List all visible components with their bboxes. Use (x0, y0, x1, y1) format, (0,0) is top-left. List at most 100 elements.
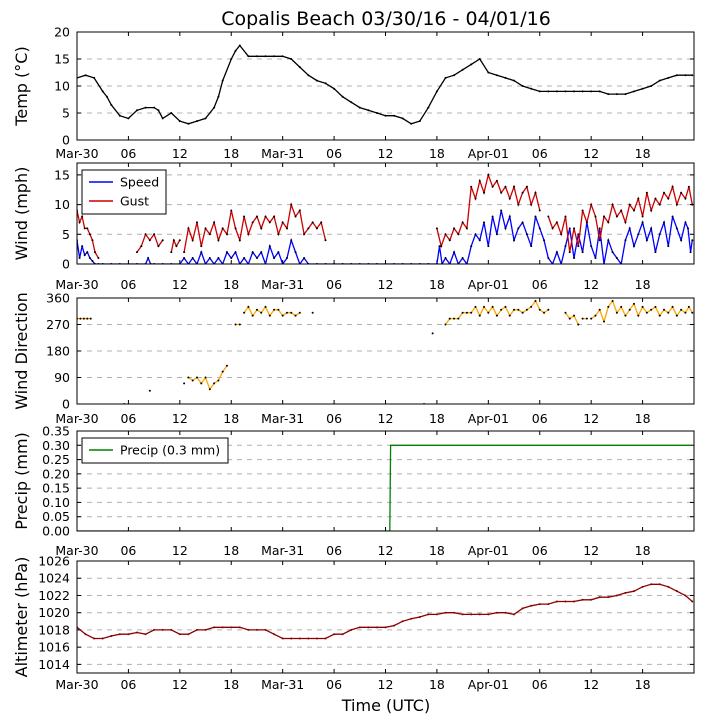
speed-point (687, 227, 690, 230)
series-0-point (118, 633, 121, 636)
y-axis-label: Temp (°C) (12, 46, 31, 126)
speed-point (645, 239, 648, 242)
gust-point (277, 233, 280, 236)
x-tick-label: 12 (172, 277, 188, 292)
series-0-point (153, 106, 156, 109)
speed-point (303, 257, 306, 260)
series-0-point (178, 120, 181, 123)
direction-point (530, 305, 533, 308)
direction-line (564, 312, 579, 325)
speed-point (491, 215, 494, 218)
series-0-point (564, 90, 567, 93)
gust-point (281, 221, 284, 224)
series-0-point (281, 637, 284, 640)
speed-point (91, 260, 94, 263)
series-0-point (384, 626, 387, 629)
direction-point (691, 311, 694, 314)
speed-point (611, 251, 614, 254)
series-0-point (255, 55, 258, 58)
series-0-point (195, 628, 198, 631)
x-tick-label: 18 (223, 411, 239, 426)
series-0-point (93, 637, 96, 640)
series-0-point (84, 74, 87, 77)
y-tick-label: 90 (54, 370, 70, 385)
direction-point (448, 317, 451, 320)
gust-point (153, 233, 156, 236)
speed-point (538, 227, 541, 230)
y-tick-label: 180 (46, 344, 70, 359)
series-0-point (221, 79, 224, 82)
y-tick-label: 15 (54, 52, 70, 67)
gust-point (457, 233, 460, 236)
direction-point (195, 376, 198, 379)
speed-point (615, 257, 618, 260)
y-tick-label: 1022 (38, 588, 70, 603)
y-tick-label: 0.25 (42, 452, 70, 467)
gust-point (585, 221, 588, 224)
series-0-point (470, 613, 473, 616)
direction-point (641, 305, 644, 308)
series-0-point (144, 106, 147, 109)
panel-4: 1014 1016 1018 1020 1022 1024 1026 Mar-30 06 12 18… (12, 554, 695, 692)
series-0-point (691, 74, 694, 77)
y-tick-label: 270 (46, 317, 70, 332)
gust-point (172, 239, 175, 242)
speed-point (641, 221, 644, 224)
gust-point (667, 197, 670, 200)
direction-point (525, 308, 528, 311)
gust-point (691, 203, 694, 206)
series-0-point (504, 611, 507, 614)
series-0-point (478, 58, 481, 60)
speed-point (547, 257, 550, 260)
series-0-point (101, 90, 104, 93)
series-0-point (598, 90, 601, 93)
speed-point (208, 257, 211, 260)
series-0-point (273, 55, 276, 58)
direction-isolated-point (311, 311, 314, 314)
series-0-point (298, 66, 301, 69)
panel-0: 0 5 10 15 20 Mar-30 06 12 18 Mar-31 06 12 18 Apr-01 06… (12, 25, 695, 161)
series-0-point (135, 109, 138, 112)
direction-point (474, 305, 477, 308)
speed-point (568, 227, 571, 230)
series-0-point (573, 90, 576, 93)
gust-point (78, 221, 81, 224)
direction-point (517, 308, 520, 311)
gust-point (594, 215, 597, 218)
direction-point (294, 314, 297, 317)
series-0-point (307, 637, 310, 640)
series-0-point (255, 628, 258, 631)
direction-point (82, 317, 85, 320)
x-tick-label: 06 (326, 543, 342, 558)
x-tick-label: 06 (326, 277, 342, 292)
gust-point (483, 191, 486, 194)
gust-point (538, 209, 541, 212)
direction-isolated-point (148, 389, 151, 392)
gust-point (478, 179, 481, 182)
gust-point (504, 185, 507, 188)
gust-point (200, 245, 203, 248)
gust-point (551, 227, 554, 230)
gust-point (568, 251, 571, 254)
series-0-point (247, 55, 250, 58)
speed-point (573, 257, 576, 260)
y-tick-label: 1016 (38, 640, 70, 655)
gust-point (260, 227, 263, 230)
x-tick-label: 12 (172, 146, 188, 161)
speed-point (183, 257, 186, 260)
x-tick-label: 12 (583, 411, 599, 426)
x-tick-label: Apr-01 (468, 146, 509, 161)
x-tick-label: 18 (429, 146, 445, 161)
series-0-point (144, 633, 147, 636)
x-tick-label: 18 (223, 543, 239, 558)
series-0-point (84, 633, 87, 636)
y-tick-label: 10 (54, 79, 70, 94)
series-0-point (435, 90, 438, 93)
x-tick-label: 06 (120, 677, 136, 692)
speed-point (525, 233, 528, 236)
gust-point (255, 215, 258, 218)
gust-point (444, 233, 447, 236)
gust-point (461, 221, 464, 224)
speed-point (474, 233, 477, 236)
y-axis-label: Altimeter (hPa) (12, 557, 31, 678)
